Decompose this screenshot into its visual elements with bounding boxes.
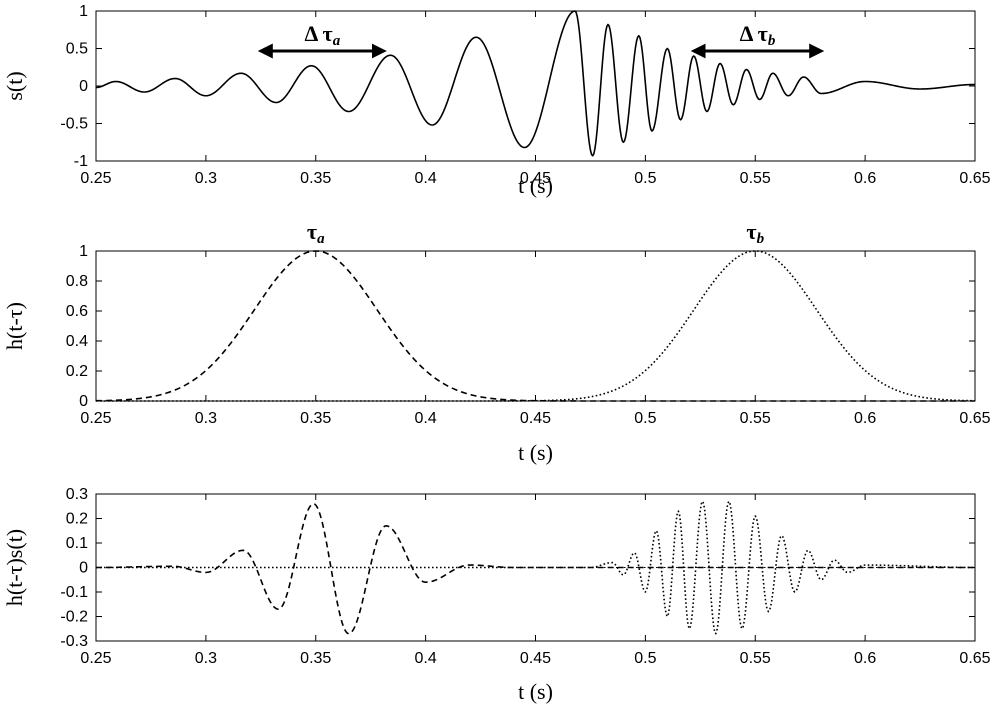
y-tick-label: -0.2 — [60, 609, 88, 626]
x-tick-label: 0.65 — [959, 170, 990, 187]
y-axis-label: h(t-τ)s(t) — [2, 529, 27, 606]
series-line-dashed — [96, 502, 975, 635]
x-tick-label: 0.35 — [300, 410, 331, 427]
center-label-main: τ — [746, 219, 756, 244]
x-tick-label: 0.3 — [195, 410, 217, 427]
y-tick-label: 0.2 — [66, 363, 88, 380]
x-tick-label: 0.6 — [854, 410, 876, 427]
x-tick-label: 0.25 — [80, 650, 111, 667]
interval-label-main: Δ τ — [740, 21, 768, 46]
y-tick-label: 0 — [79, 393, 88, 410]
plot-frame — [95, 10, 976, 162]
x-axis-label: t (s) — [518, 679, 553, 704]
x-tick-label: 0.6 — [854, 170, 876, 187]
x-tick-label: 0.25 — [80, 170, 111, 187]
x-tick-label: 0.5 — [634, 410, 656, 427]
center-label: τa — [307, 219, 325, 247]
series-line-dotted — [96, 500, 975, 635]
x-tick-label: 0.55 — [740, 410, 771, 427]
x-tick-label: 0.6 — [854, 650, 876, 667]
interval-label-sub: b — [768, 33, 776, 49]
y-tick-label: 0.2 — [66, 511, 88, 528]
x-tick-label: 0.4 — [415, 410, 437, 427]
x-axis-label: t (s) — [518, 173, 553, 198]
x-tick-label: 0.5 — [634, 170, 656, 187]
x-tick-label: 0.55 — [740, 170, 771, 187]
center-label-main: τ — [307, 219, 317, 244]
interval-label: Δ τa — [304, 21, 340, 49]
center-label-sub: a — [317, 231, 325, 247]
chart-panel-1: 0.25 0.3 0.35 0.4 0.45 0.5 0.55 0.6 0.65 1 0.5 0 -0.… — [2, 3, 991, 198]
x-tick-label: 0.3 — [195, 650, 217, 667]
center-label: τb — [746, 219, 764, 247]
y-axis-label: h(t-τ) — [2, 302, 27, 350]
y-tick-label: -1 — [74, 153, 88, 170]
x-tick-label: 0.25 — [80, 410, 111, 427]
x-tick-label: 0.5 — [634, 650, 656, 667]
y-tick-label: -0.3 — [60, 633, 88, 650]
y-tick-label: 1 — [79, 243, 88, 260]
y-tick-label: 1 — [79, 3, 88, 20]
y-tick-label: 0 — [79, 560, 88, 577]
chart-panel-3: 0.25 0.3 0.35 0.4 0.45 0.5 0.55 0.6 0.65 0.3 0.2 0.… — [2, 486, 991, 704]
x-tick-label: 0.45 — [520, 410, 551, 427]
x-tick-label: 0.4 — [415, 170, 437, 187]
y-tick-label: -0.5 — [60, 116, 88, 133]
series-line-dashed — [95, 250, 975, 402]
interval-label: Δ τb — [740, 21, 776, 49]
y-tick-label: 0.3 — [66, 486, 88, 503]
plot-frame — [95, 250, 976, 402]
y-tick-label: -0.1 — [60, 584, 88, 601]
y-tick-label: 0.8 — [66, 273, 88, 290]
x-axis-label: t (s) — [518, 440, 553, 465]
x-tick-label: 0.45 — [520, 170, 551, 187]
x-tick-label: 0.35 — [300, 170, 331, 187]
interval-label-main: Δ τ — [304, 21, 332, 46]
y-tick-label: 0.5 — [66, 41, 88, 58]
y-axis-label: s(t) — [2, 71, 27, 100]
y-tick-label: 0.6 — [66, 303, 88, 320]
x-tick-label: 0.55 — [740, 650, 771, 667]
y-tick-label: 0.4 — [66, 333, 88, 350]
x-tick-label: 0.65 — [959, 410, 990, 427]
interval-label-sub: a — [333, 33, 341, 49]
chart-panel-2: 0.25 0.3 0.35 0.4 0.45 0.5 0.55 0.6 0.65 1 0.8 0.6 0… — [2, 219, 991, 465]
series-line-solid — [95, 10, 975, 157]
series-line-dotted — [96, 250, 976, 402]
y-tick-label: 0.1 — [66, 535, 88, 552]
y-tick-label: 0 — [79, 78, 88, 95]
x-tick-label: 0.45 — [520, 650, 551, 667]
x-tick-label: 0.65 — [959, 650, 990, 667]
x-tick-label: 0.4 — [415, 650, 437, 667]
center-label-sub: b — [757, 231, 765, 247]
x-tick-label: 0.35 — [300, 650, 331, 667]
x-tick-label: 0.3 — [195, 170, 217, 187]
